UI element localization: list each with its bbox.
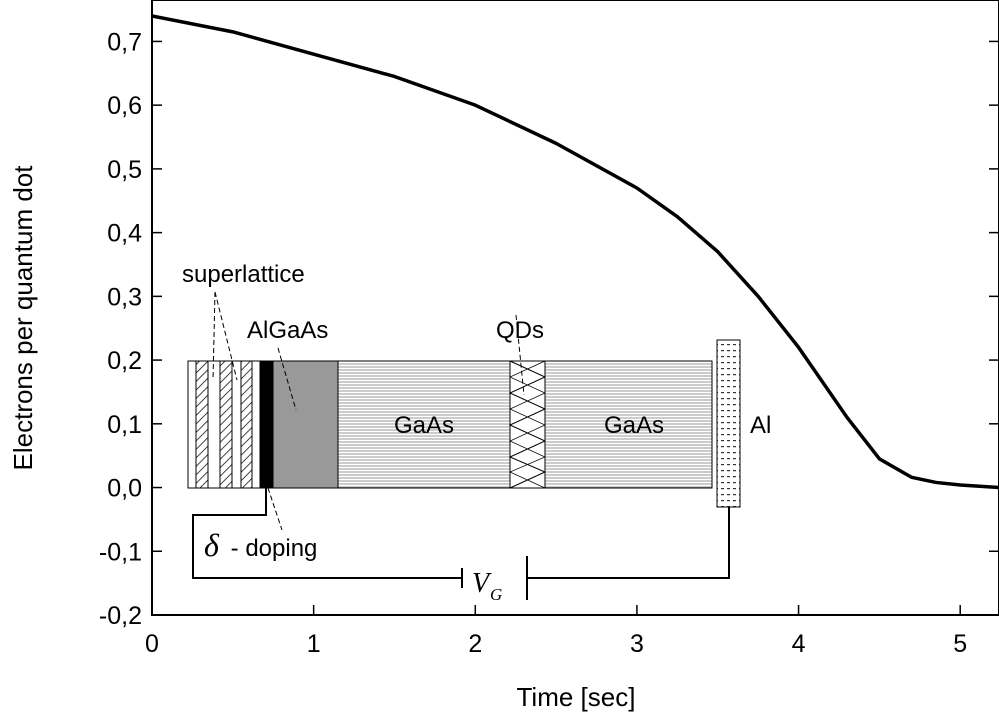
x-tick-label: 2 xyxy=(468,630,482,658)
annotation: GaAs xyxy=(604,412,664,439)
data-line xyxy=(152,14,999,490)
annotation: GaAs xyxy=(394,412,454,439)
annotation: AlGaAs xyxy=(247,317,328,344)
y-tick-label: 0,5 xyxy=(107,156,142,184)
x-tick-label: 0 xyxy=(145,630,159,658)
y-tick-label: -0,2 xyxy=(99,602,142,630)
y-tick-label: 0,2 xyxy=(107,347,142,375)
x-axis-title: Time [sec] xyxy=(517,682,636,712)
annotation: QDs xyxy=(496,317,544,344)
y-tick-label: 0,1 xyxy=(107,411,142,439)
y-tick-label: 0,7 xyxy=(107,28,142,56)
annotation: G xyxy=(490,585,502,604)
annotation: superlattice xyxy=(182,261,305,288)
annotation: V xyxy=(472,568,492,599)
x-tick-label: 4 xyxy=(792,630,806,658)
y-tick-label: -0,1 xyxy=(99,538,142,566)
annotation: δ xyxy=(204,527,220,563)
device-diagram: superlattice AlGaAs GaAs GaAs QDs Al δ -… xyxy=(182,261,771,604)
y-axis-title: Electrons per quantum dot xyxy=(8,165,38,471)
annotation: Al xyxy=(750,412,771,439)
plot-frame xyxy=(151,0,999,616)
x-tick-label: 1 xyxy=(307,630,321,658)
y-tick-label: 0,6 xyxy=(107,92,142,120)
x-tick-label: 3 xyxy=(630,630,644,658)
y-tick-label: 0,4 xyxy=(107,220,142,248)
y-tick-label: 0,3 xyxy=(107,283,142,311)
y-tick-label: 0,0 xyxy=(107,475,142,503)
annotation: - doping xyxy=(224,535,317,562)
x-tick-label: 5 xyxy=(953,630,967,658)
